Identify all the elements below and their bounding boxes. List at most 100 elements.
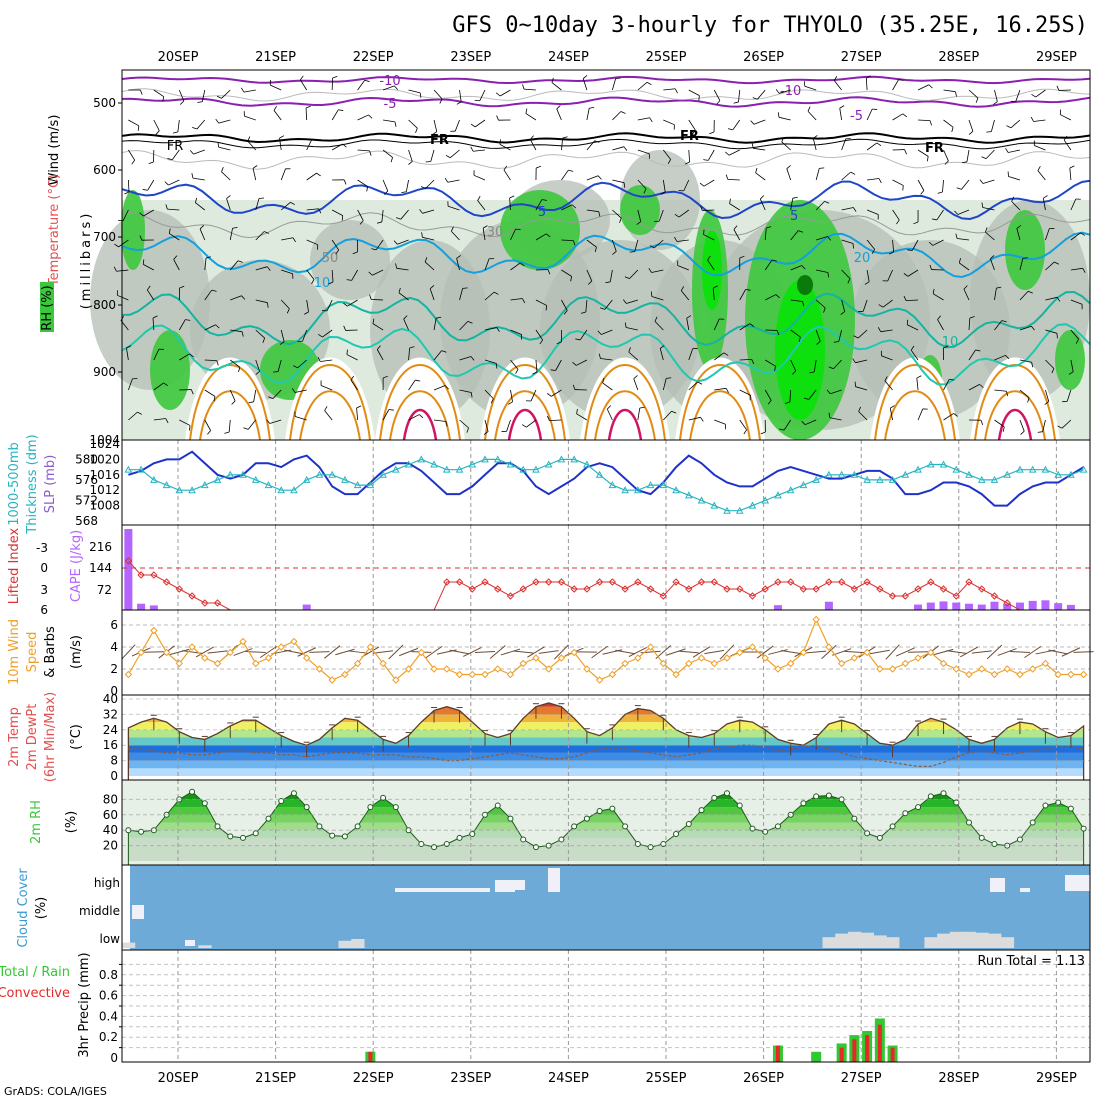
thickness-marker: [1054, 470, 1063, 478]
wind-barb-10m: [602, 649, 623, 655]
wind-barb: [838, 329, 843, 342]
wind-barb: [892, 239, 895, 252]
wind-barb-flag: [798, 230, 804, 233]
cloud-patch: [1065, 875, 1090, 891]
thickness-marker: [990, 475, 999, 483]
wind-barb: [1070, 267, 1083, 271]
wind10-axis-label: 10m Wind: [7, 619, 22, 685]
wind-barb-flag: [173, 255, 178, 260]
wind-barb: [230, 295, 242, 301]
temp-contour-orange: [199, 390, 261, 441]
wind-barb: [855, 386, 868, 391]
rh-green-region: [620, 185, 660, 235]
wind-barb-flag: [211, 289, 217, 292]
wind-barb-flag: [255, 371, 260, 375]
wind-barb: [764, 389, 772, 401]
wind-barb: [433, 385, 446, 391]
wind-barb-flag: [643, 188, 647, 194]
pressure-tick-label: 600: [93, 163, 116, 177]
wind-barb: [833, 359, 842, 370]
precip-axis-label: 3hr Precip (mm): [77, 952, 92, 1057]
wind-speed-marker: [888, 665, 897, 673]
wind-speed-marker: [978, 665, 986, 673]
wind-speed-marker: [736, 648, 744, 657]
wind-barb-flag: [445, 421, 448, 427]
wind-barb: [765, 359, 776, 367]
rh-band: [128, 822, 1084, 831]
wind-barb: [555, 359, 562, 371]
wind-barb-flag: [580, 311, 586, 314]
wind-speed-line: [127, 617, 1084, 681]
wind-barb-flag: [456, 101, 462, 105]
wind-speed-marker: [532, 654, 540, 662]
wind-barb-flag: [639, 406, 645, 409]
wind-barb-flag: [654, 316, 658, 322]
wind-barb-10m: [1048, 649, 1069, 655]
wind-barb: [703, 234, 715, 241]
thickness-marker: [519, 465, 528, 473]
contour-label: FR: [167, 139, 184, 154]
wind-barb: [405, 179, 409, 192]
cape-bar: [149, 605, 158, 610]
wind-barb-flag: [725, 151, 730, 156]
wind-barb-flag: [807, 106, 811, 112]
wind-barb: [297, 359, 307, 369]
contour-label: 50: [322, 251, 339, 266]
low-cloud-bar: [962, 931, 976, 948]
wind-barb: [759, 198, 766, 211]
wind-barb: [813, 359, 817, 372]
bottom-date-label: 22SEP: [353, 1071, 394, 1086]
wind-barb-flag: [981, 156, 987, 160]
wind-barb: [841, 239, 854, 244]
wind-barb: [305, 107, 308, 121]
lifted-index-marker: [697, 578, 706, 586]
wind-barb-flag: [752, 97, 758, 100]
wind-speed-marker: [697, 654, 706, 662]
low-cloud-bar: [198, 945, 212, 948]
wind-barb: [855, 359, 868, 364]
wind-barb: [371, 298, 384, 301]
wind-barb-flag: [490, 398, 494, 404]
temp-axis-label: 2m Temp: [7, 707, 22, 767]
wind-speed-marker: [621, 659, 629, 668]
wind-barb: [255, 299, 268, 304]
cape-bar: [977, 604, 986, 610]
wind-barb-flag: [152, 315, 158, 319]
thickness-marker: [748, 501, 757, 509]
wind-barb: [865, 78, 868, 91]
wind-barb-flag: [300, 75, 304, 81]
wind-barb-flag: [197, 101, 203, 103]
bottom-date-label: 26SEP: [743, 1071, 784, 1086]
wind-barb: [357, 114, 369, 121]
wind-barb: [676, 239, 689, 242]
wind-barb: [1045, 359, 1055, 369]
wind-speed-marker: [914, 654, 922, 662]
wind-barb-flag: [826, 389, 831, 394]
wind-barb: [331, 209, 343, 216]
wind-barb-flag: [343, 179, 347, 185]
lifted-index-marker: [570, 585, 578, 593]
wind-barb-flag: [165, 204, 168, 210]
wind-barb: [561, 138, 564, 151]
wind-barb: [600, 358, 613, 361]
temp-contour-orange: [884, 390, 946, 441]
rh2m-marker: [456, 834, 463, 841]
wind-barb: [230, 329, 243, 333]
thickness-marker: [417, 455, 426, 463]
wind-barb-flag: [332, 75, 338, 79]
wind-barb: [153, 382, 164, 391]
wind-barb: [299, 79, 308, 91]
wind-barb-flag: [587, 280, 593, 285]
wind-barb: [982, 179, 995, 184]
wind-barb: [204, 359, 217, 362]
wind-barb-flag: [164, 181, 169, 186]
wind-barb: [963, 288, 970, 301]
wind-barb-flag: [1006, 391, 1009, 397]
wind-barb: [790, 299, 803, 302]
wind-barb-flag: [252, 165, 258, 169]
contour-label: -5: [384, 97, 397, 112]
rh2m-marker: [940, 790, 947, 797]
wind-barb-flag: [781, 137, 784, 143]
wind-barb-flag: [421, 232, 423, 238]
